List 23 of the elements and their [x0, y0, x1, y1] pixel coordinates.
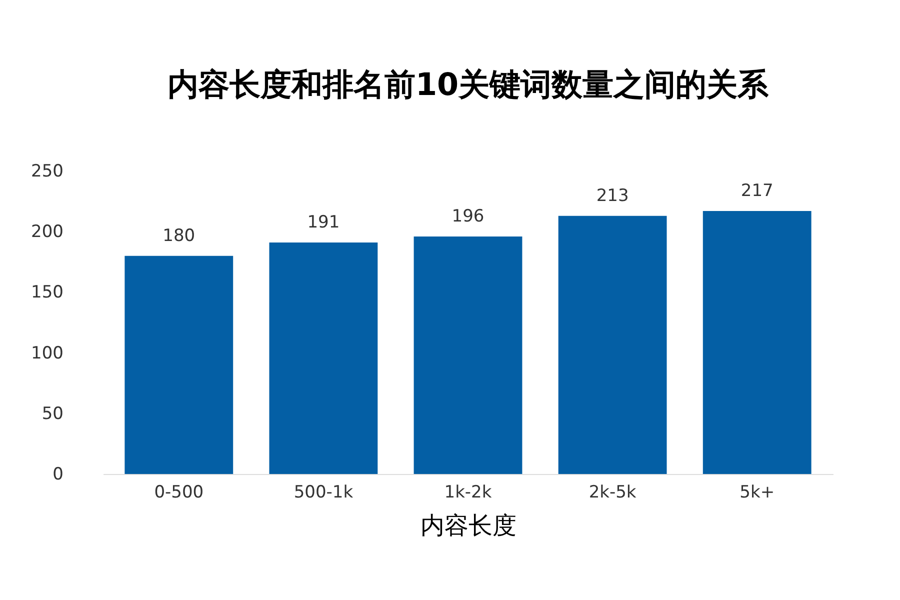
y-tick-label: 250: [31, 162, 64, 182]
chart-title: 内容长度和排名前10关键词数量之间的关系: [167, 67, 770, 103]
y-tick-label: 150: [31, 282, 64, 303]
bar: [702, 210, 812, 474]
bar: [124, 256, 234, 474]
data-label: 213: [596, 186, 629, 206]
bar: [558, 216, 667, 474]
x-tick-label: 2k-5k: [588, 482, 636, 502]
data-label: 217: [740, 180, 774, 201]
bar: [269, 242, 378, 474]
x-tick-label: 1k-2k: [444, 482, 492, 502]
y-tick-label: 50: [42, 404, 64, 424]
data-label: 196: [452, 206, 484, 226]
x-axis-title: 内容长度: [420, 512, 516, 540]
data-label: 191: [307, 212, 340, 233]
bar: [414, 236, 522, 474]
x-tick-label: 0-500: [154, 482, 204, 502]
y-tick-label: 0: [52, 464, 64, 484]
data-label: 180: [162, 226, 196, 246]
x-tick-label: 5k+: [740, 482, 775, 502]
y-tick-label: 200: [31, 222, 64, 242]
y-tick-label: 100: [31, 343, 64, 364]
x-tick-label: 500-1k: [294, 482, 354, 502]
